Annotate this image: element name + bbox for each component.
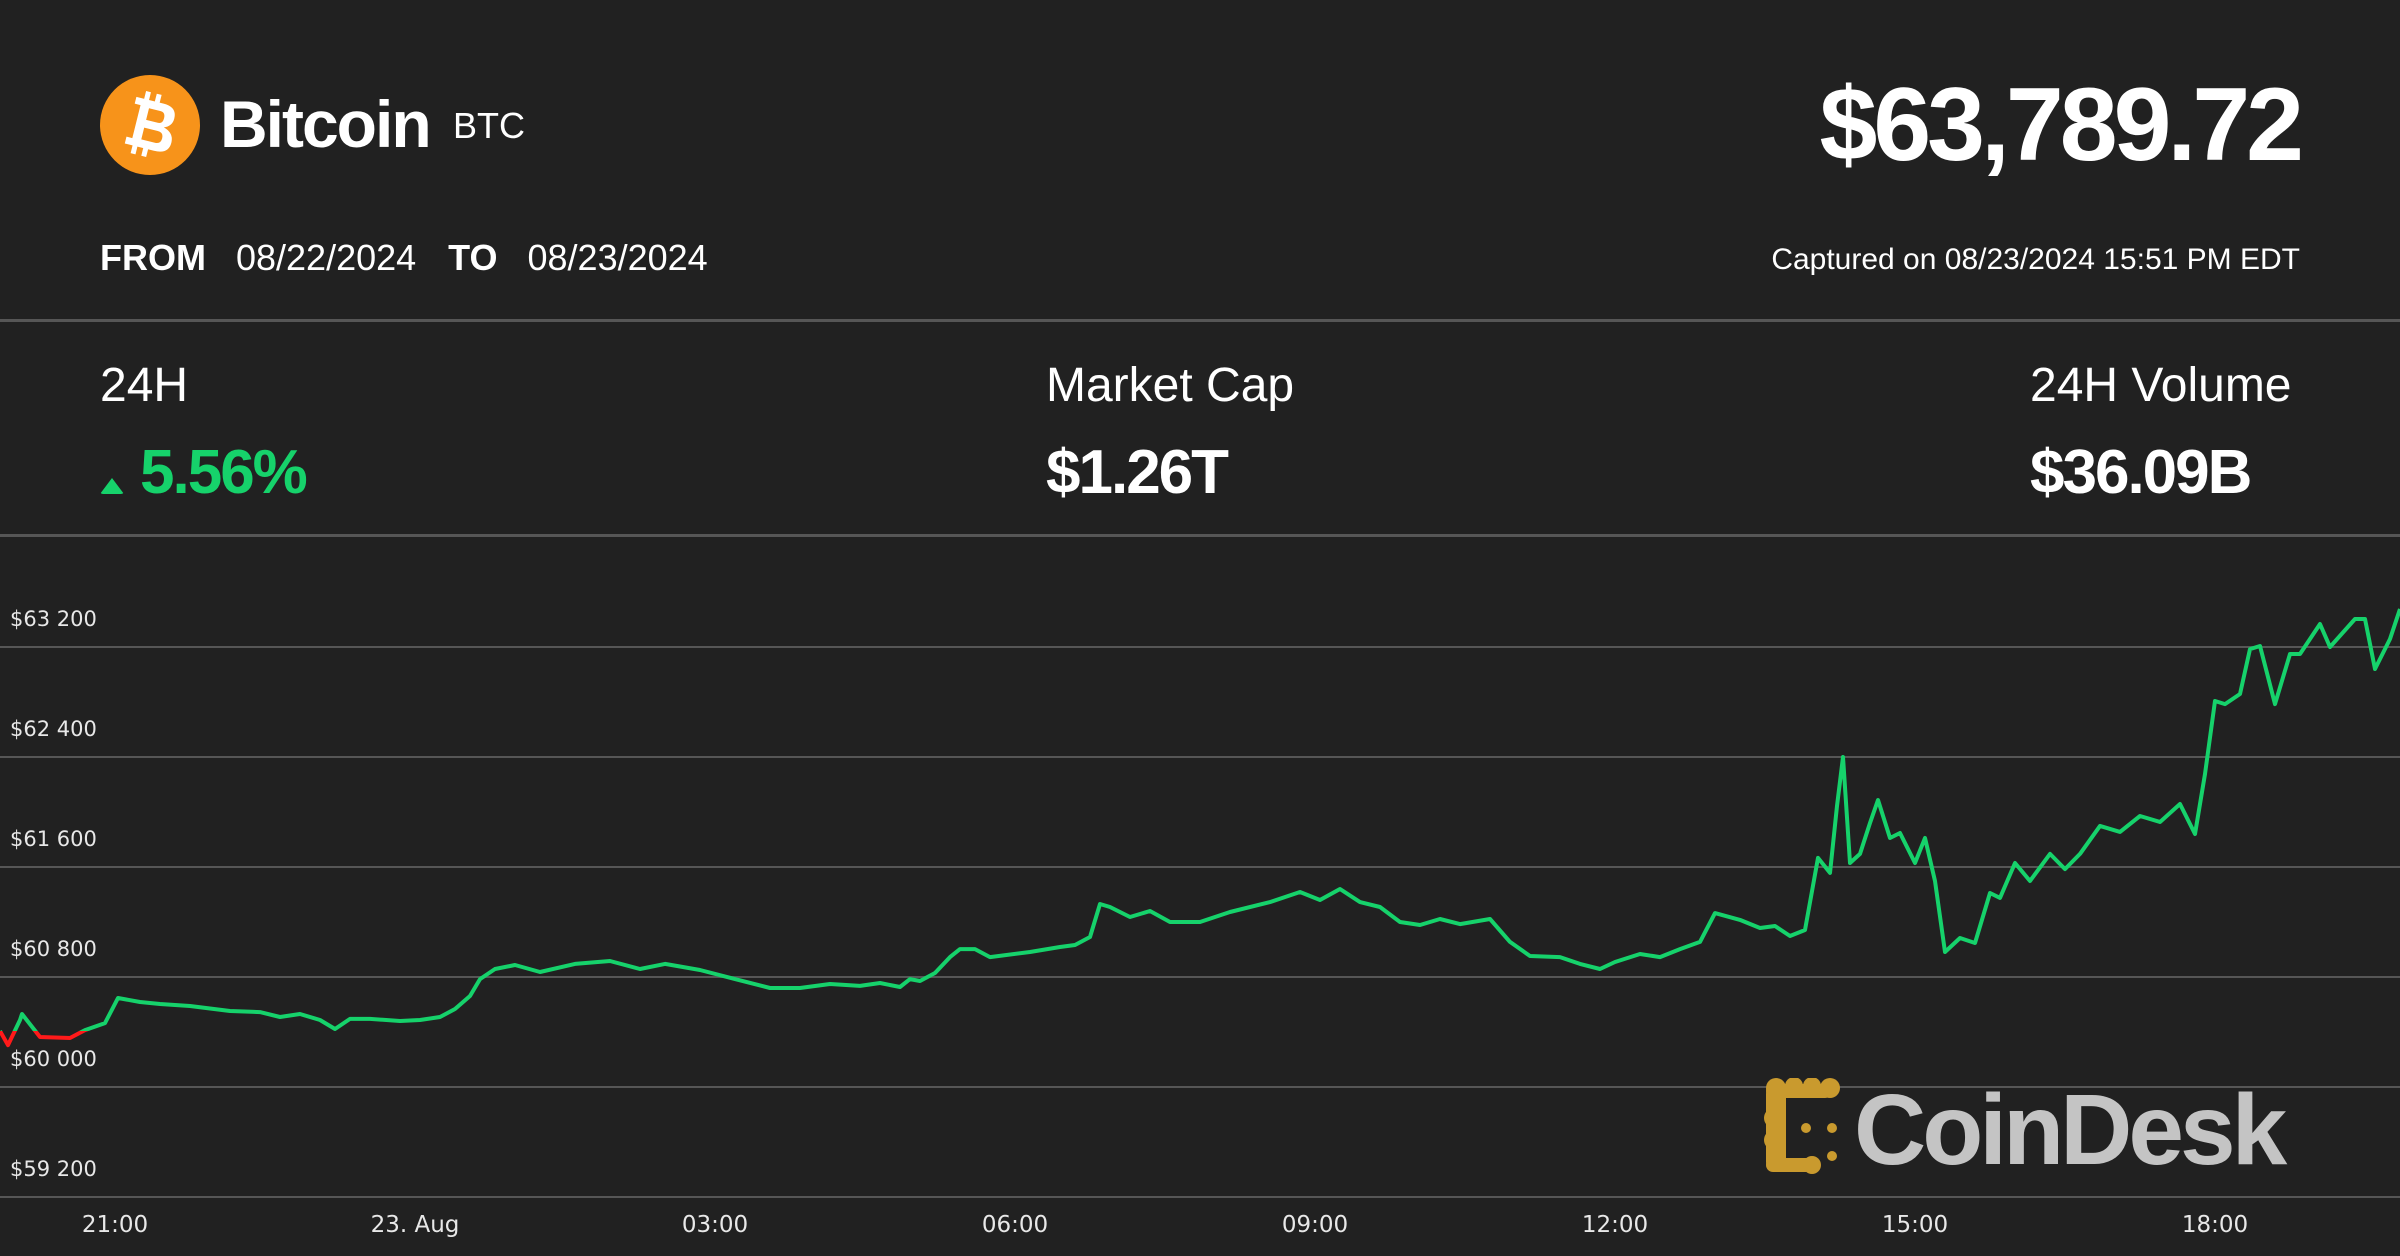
- price-line: [0, 608, 2400, 1032]
- change-label: 24H: [100, 359, 189, 412]
- y-tick-label: $59 200: [10, 1157, 97, 1181]
- header-divider: [0, 319, 2400, 322]
- change-value: 5.56%: [140, 438, 308, 507]
- from-date: 08/22/2024: [235, 237, 417, 278]
- y-tick-label: $63 200: [10, 607, 97, 631]
- up-triangle-icon: [100, 478, 124, 494]
- to-date: 08/23/2024: [527, 237, 708, 278]
- y-tick-label: $61 600: [10, 827, 97, 851]
- x-tick-label: 09:00: [1281, 1212, 1349, 1238]
- from-label: FROM: [100, 237, 206, 278]
- x-tick-label: 15:00: [1881, 1212, 1949, 1238]
- x-tick-label: 23. Aug: [370, 1212, 460, 1238]
- volume-label: 24H Volume: [2030, 359, 2292, 412]
- coin-symbol: BTC: [453, 105, 525, 146]
- y-tick-label: $60 000: [10, 1047, 97, 1071]
- stats-divider: [0, 534, 2400, 537]
- to-label: TO: [448, 237, 498, 278]
- volume-value: $36.09B: [2030, 438, 2252, 507]
- price-line: [0, 1031, 89, 1048]
- coindesk-logo-icon: CoinDesk: [1764, 1074, 2292, 1186]
- x-tick-label: 03:00: [681, 1212, 749, 1238]
- date-range: FROM 08/22/2024 TO 08/23/2024: [100, 236, 740, 280]
- coin-name: Bitcoin: [220, 87, 432, 161]
- x-tick-label: 21:00: [81, 1212, 149, 1238]
- y-tick-label: $62 400: [10, 717, 97, 741]
- captured-timestamp: Captured on 08/23/2024 15:51 PM EDT: [1771, 243, 2300, 276]
- x-tick-label: 12:00: [1581, 1212, 1649, 1238]
- market-cap-value: $1.26T: [1046, 438, 1229, 507]
- svg-text:CoinDesk: CoinDesk: [1854, 1078, 2288, 1178]
- bitcoin-icon: [100, 75, 200, 175]
- y-tick-label: $60 800: [10, 937, 97, 961]
- market-cap-label: Market Cap: [1046, 359, 1295, 412]
- x-tick-label: 06:00: [981, 1212, 1049, 1238]
- x-tick-label: 18:00: [2181, 1212, 2249, 1238]
- coindesk-logo: CoinDesk: [1762, 1074, 2322, 1186]
- change-value-row: 5.56%: [100, 438, 308, 508]
- current-price: $63,789.72: [1819, 67, 2304, 183]
